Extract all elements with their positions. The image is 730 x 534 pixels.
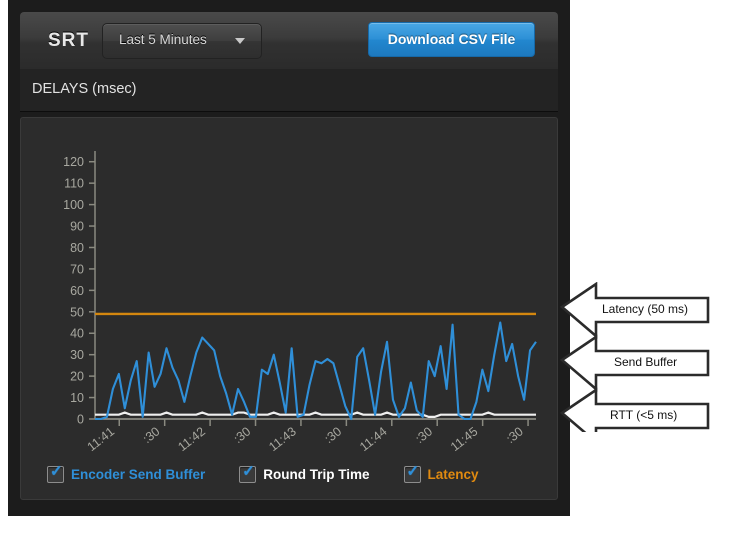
svg-text:40: 40 xyxy=(70,327,84,341)
checkbox-latency[interactable]: ✓ xyxy=(403,462,421,483)
y-axis-labels: 0 10 20 30 40 50 60 70 80 90 100 110 120 xyxy=(63,155,84,426)
series-round-trip-time-line xyxy=(95,411,536,418)
svg-text::30: :30 xyxy=(413,424,435,446)
legend-item-round-trip-time[interactable]: ✓ Round Trip Time xyxy=(239,462,370,483)
svg-text:110: 110 xyxy=(64,177,84,191)
legend-label-encoder-send-buffer: Encoder Send Buffer xyxy=(71,466,206,482)
callout-arrow-send-buffer xyxy=(559,334,710,392)
callout-label-latency: Latency (50 ms) xyxy=(602,302,689,316)
svg-text:70: 70 xyxy=(70,262,84,276)
legend-label-latency: Latency xyxy=(427,466,479,482)
callout-label-rtt: RTT (<5 ms) xyxy=(610,408,678,422)
panel-header: SRT Last 5 Minutes Download CSV File xyxy=(20,12,558,70)
svg-text:11:41: 11:41 xyxy=(85,424,118,454)
check-icon: ✓ xyxy=(406,462,420,480)
check-icon: ✓ xyxy=(242,462,255,480)
legend-item-encoder-send-buffer[interactable]: ✓ Encoder Send Buffer xyxy=(47,462,206,483)
legend-item-latency[interactable]: ✓ Latency xyxy=(403,462,479,483)
legend-label-round-trip-time: Round Trip Time xyxy=(263,466,370,482)
callout-label-send-buffer: Send Buffer xyxy=(614,355,678,369)
page-title: DELAYS (msec) xyxy=(32,81,137,97)
svg-text:0: 0 xyxy=(77,413,84,427)
delays-chart-card: 0 10 20 30 40 50 60 70 80 90 100 110 120 11:41:30 11:… xyxy=(20,117,558,500)
svg-text:90: 90 xyxy=(70,220,84,234)
srt-stats-panel: SRT Last 5 Minutes Download CSV File DEL… xyxy=(8,0,570,516)
callout-arrow-latency xyxy=(559,281,710,339)
svg-text::30: :30 xyxy=(322,424,344,446)
svg-text:11:42: 11:42 xyxy=(175,424,208,454)
svg-text:20: 20 xyxy=(70,370,84,384)
chart-plot-area: 0 10 20 30 40 50 60 70 80 90 100 110 120 11:41:30 11:… xyxy=(21,118,557,463)
checkbox-encoder-send-buffer[interactable]: ✓ xyxy=(47,462,64,483)
svg-text:50: 50 xyxy=(70,305,84,319)
svg-text:11:44: 11:44 xyxy=(357,424,390,454)
callout-arrows-svg xyxy=(559,281,710,445)
y-axis-ticks xyxy=(89,160,95,420)
chevron-down-icon xyxy=(235,38,245,44)
time-range-value: Last 5 Minutes xyxy=(119,32,207,47)
series-encoder-send-buffer-line xyxy=(95,321,537,421)
svg-text:120: 120 xyxy=(63,155,84,169)
x-axis-labels: 11:41 :30 11:42 :30 11:43 :30 11:44 :30 11:45 :30 xyxy=(85,424,526,454)
check-icon: ✓ xyxy=(50,462,63,480)
svg-text:10: 10 xyxy=(70,391,84,405)
section-title-bar: DELAYS (msec) xyxy=(20,69,558,112)
svg-text:80: 80 xyxy=(70,241,84,255)
svg-text:11:45: 11:45 xyxy=(448,424,481,454)
svg-text:30: 30 xyxy=(70,348,84,362)
svg-text:100: 100 xyxy=(63,198,84,212)
annotation-callouts: Latency (50 ms) Send Buffer RTT (<5 ms) xyxy=(559,281,730,445)
svg-text:11:43: 11:43 xyxy=(266,424,299,454)
time-range-dropdown[interactable]: Last 5 Minutes xyxy=(102,23,262,59)
svg-text::30: :30 xyxy=(231,424,253,446)
svg-text::30: :30 xyxy=(140,424,162,446)
srt-brand-label: SRT xyxy=(48,30,89,51)
chart-legend: ✓ Encoder Send Buffer ✓ Round Trip Time … xyxy=(47,463,513,485)
x-axis-ticks xyxy=(118,419,529,426)
download-csv-button[interactable]: Download CSV File xyxy=(368,22,535,57)
checkbox-round-trip-time[interactable]: ✓ xyxy=(239,462,257,483)
download-csv-label: Download CSV File xyxy=(387,31,516,47)
svg-text::30: :30 xyxy=(504,424,526,446)
svg-text:60: 60 xyxy=(70,284,84,298)
